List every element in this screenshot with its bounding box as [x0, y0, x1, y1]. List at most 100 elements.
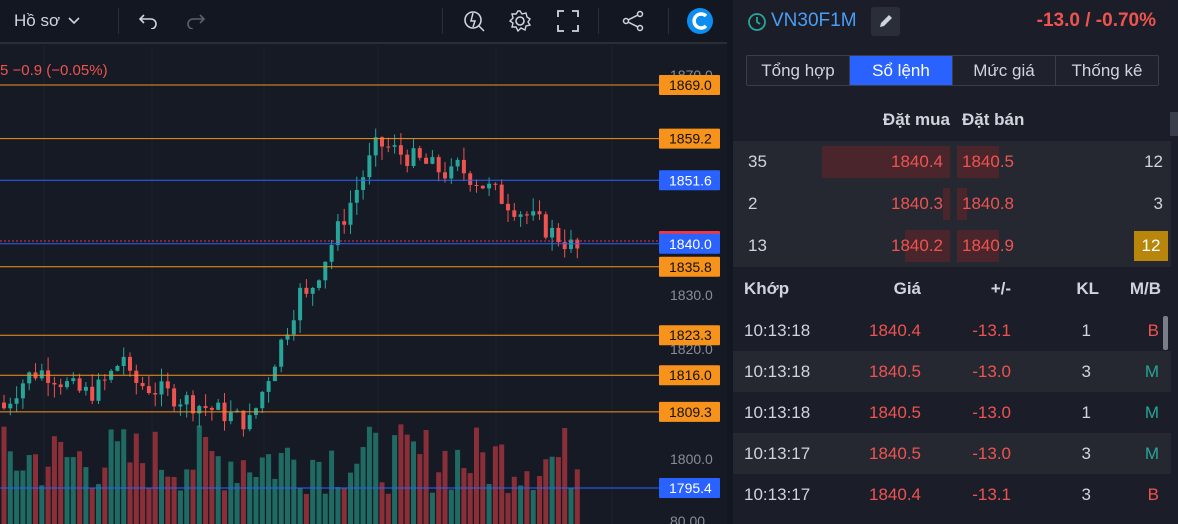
bid-header: Đặt mua [882, 110, 950, 129]
tab-muc-gia[interactable]: Mức giá [953, 56, 1056, 85]
volume-bar [297, 487, 303, 524]
price-level-badge[interactable] [659, 75, 720, 95]
candle-body [102, 379, 107, 381]
candle-body [436, 157, 441, 173]
candle-body [71, 378, 76, 382]
fullscreen-button[interactable] [552, 0, 584, 42]
volume-bar [303, 493, 309, 524]
price-level-badge[interactable] [659, 170, 720, 191]
price-level-badge[interactable] [659, 401, 720, 422]
trade-time: 10:13:17 [744, 444, 811, 463]
trades-volume-header: KL [1076, 279, 1099, 298]
trade-time: 10:13:18 [744, 403, 811, 422]
scrollbar[interactable] [1170, 112, 1178, 136]
trade-side: M [1144, 362, 1159, 381]
volume-bar [442, 450, 448, 524]
ask-volume: 3 [1153, 194, 1163, 213]
profile-dropdown[interactable]: Hồ sơ [14, 0, 104, 42]
price-level-badge[interactable] [659, 256, 720, 277]
quick-search-button[interactable] [458, 0, 490, 42]
orderbook-row[interactable]: 35 1840.4 1840.5 12 [733, 141, 1171, 183]
undo-button[interactable] [132, 0, 164, 42]
trade-volume: 1 [1081, 321, 1091, 340]
axis-tick-label: 1830.0 [670, 287, 713, 303]
volume-bar [89, 487, 95, 524]
volume-bar [505, 493, 511, 524]
edit-symbol-button[interactable] [871, 7, 900, 36]
candle-body [348, 202, 353, 225]
ask-price[interactable]: 1840.8 [962, 194, 1014, 213]
candle-body [298, 287, 303, 321]
candle-body [487, 183, 492, 189]
share-button[interactable] [617, 0, 649, 42]
volume-bar [354, 463, 360, 524]
candle-body [77, 378, 82, 391]
volume-bar [140, 463, 146, 524]
trades-scrollbar[interactable] [1163, 316, 1168, 350]
tab-so-lenh[interactable]: Sổ lệnh [850, 56, 953, 85]
ask-price[interactable]: 1840.5 [962, 152, 1014, 171]
quick-search-icon [464, 11, 485, 32]
volume-bar [108, 429, 114, 524]
candle-body [128, 356, 132, 371]
ask-price[interactable]: 1840.9 [962, 236, 1014, 255]
tab-thong-ke[interactable]: Thống kê [1056, 56, 1158, 85]
candle-body [279, 339, 284, 367]
volume-bar [215, 456, 221, 524]
candle-body [247, 415, 252, 430]
volume-bar [486, 483, 492, 524]
pencil-icon [880, 15, 892, 27]
volume-bar [511, 476, 517, 524]
volume-bar [448, 489, 454, 524]
volume-bar [404, 434, 410, 524]
volume-bar [39, 485, 45, 524]
trade-price: 1840.5 [869, 362, 921, 381]
trade-row[interactable]: 10:13:18 1840.4 -13.1 1 B [733, 310, 1171, 351]
gear-icon [508, 10, 532, 33]
price-axis[interactable] [655, 46, 727, 524]
settings-button[interactable] [504, 0, 536, 42]
price-level-badge[interactable] [659, 365, 720, 386]
bid-price[interactable]: 1840.3 [891, 194, 943, 213]
bid-volume: 35 [748, 152, 767, 171]
fullscreen-icon [557, 10, 579, 32]
volume-bar [171, 476, 177, 524]
price-level-badge[interactable] [659, 478, 720, 498]
trade-change: -13.0 [972, 403, 1011, 422]
candle-body [272, 366, 277, 382]
price-level-badge[interactable] [659, 325, 720, 346]
chart-pane[interactable]: Hồ sơ 1870.01850.01830.01820.01800.080.0… [0, 0, 727, 524]
candle-body [474, 184, 479, 186]
candle-body [317, 280, 321, 288]
price-level-badge[interactable] [659, 233, 720, 254]
trade-row[interactable]: 10:13:18 1840.5 -13.0 1 M [733, 392, 1171, 433]
candle-body [443, 172, 447, 179]
bid-depth-bar [905, 230, 950, 262]
price-chart[interactable]: 1870.01850.01830.01820.01800.080.001869.… [0, 46, 727, 524]
volume-bar [190, 469, 196, 524]
redo-button[interactable] [180, 0, 212, 42]
trade-side: B [1147, 485, 1159, 504]
volume-bar [285, 447, 290, 524]
volume-bar [329, 450, 335, 524]
volume-bar [348, 472, 353, 524]
bid-price[interactable]: 1840.4 [891, 152, 943, 171]
volume-bar [184, 469, 190, 524]
trade-row[interactable]: 10:13:17 1840.5 -13.0 3 M [733, 433, 1171, 474]
volume-bar [461, 468, 467, 524]
volume-bar [247, 472, 253, 524]
ask-depth-bar [957, 146, 999, 178]
orderbook-row[interactable]: 13 1840.2 1840.9 12 [733, 225, 1171, 267]
candle-body [417, 148, 422, 158]
price-level-badge[interactable] [659, 128, 720, 149]
volume-bar [26, 455, 32, 524]
volume-bar [524, 471, 530, 524]
trade-row[interactable]: 10:13:17 1840.4 -13.1 3 B [733, 474, 1171, 515]
toolbar-divider [598, 8, 599, 34]
symbol-name[interactable]: VN30F1M [771, 10, 857, 31]
trade-row[interactable]: 10:13:18 1840.5 -13.0 3 M [733, 351, 1171, 392]
bid-price[interactable]: 1840.2 [891, 236, 943, 255]
orderbook-row[interactable]: 2 1840.3 1840.8 3 [733, 183, 1171, 225]
tab-tong-hop[interactable]: Tổng hợp [747, 56, 850, 85]
brand-logo[interactable] [684, 0, 716, 42]
